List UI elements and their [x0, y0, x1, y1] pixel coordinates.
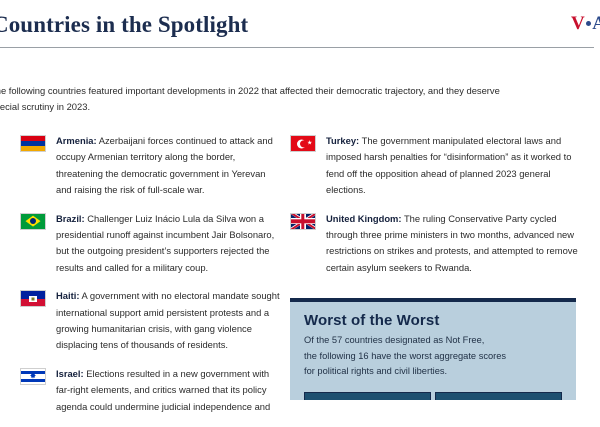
- country-entry-turkey: ★ Turkey: The government manipulated ele…: [288, 133, 588, 199]
- country-entry-armenia: Armenia: Azerbaijani forces continued to…: [18, 133, 280, 199]
- worst-of-the-worst-panel: Worst of the Worst Of the 57 countries d…: [290, 298, 576, 400]
- voa-logo-a: A: [592, 13, 600, 34]
- panel-subtitle-line-3: for political rights and civil liberties…: [304, 366, 448, 376]
- country-description: Challenger Luiz Inácio Lula da Silva won…: [56, 212, 275, 273]
- turkey-flag-icon: ★: [290, 135, 316, 152]
- country-entry-brazil: Brazil: Challenger Luiz Inácio Lula da S…: [18, 211, 280, 277]
- left-column: Armenia: Azerbaijani forces continued to…: [18, 133, 280, 427]
- country-name: Israel:: [56, 367, 84, 379]
- united-kingdom-flag-icon: [290, 212, 316, 230]
- country-entry-united-kingdom: United Kingdom: The ruling Conservative …: [288, 211, 588, 277]
- panel-subtitle-line-2: the following 16 have the worst aggregat…: [304, 350, 507, 361]
- country-entry-text: United Kingdom: The ruling Conservative …: [326, 211, 588, 277]
- israel-flag-icon: ✸: [20, 367, 46, 385]
- voa-logo-v: V: [571, 13, 585, 34]
- country-box-right[interactable]: [435, 392, 562, 400]
- country-name: Brazil:: [56, 212, 85, 224]
- country-entry-text: Haiti: A government with no electoral ma…: [56, 288, 280, 354]
- panel-subtitle-line-1: Of the 57 countries designated as Not Fr…: [304, 335, 485, 345]
- country-description: The government manipulated electoral law…: [326, 135, 572, 196]
- country-entry-haiti: Haiti: A government with no electoral ma…: [18, 288, 280, 354]
- armenia-flag-icon: [20, 135, 46, 152]
- page-header: Countries in the Spotlight V A: [0, 0, 600, 48]
- country-entry-text: Turkey: The government manipulated elect…: [326, 133, 588, 199]
- voa-logo-dot-icon: [585, 21, 591, 26]
- country-description: Elections resulted in a new government w…: [56, 367, 271, 412]
- haiti-flag-icon: [20, 290, 46, 308]
- panel-top-bar: [290, 298, 576, 302]
- voa-logo: V A: [571, 14, 600, 33]
- brazil-flag-icon: [20, 212, 46, 230]
- country-description: Azerbaijani forces continued to attack a…: [56, 135, 273, 196]
- header-divider: [0, 47, 594, 48]
- right-column: ★ Turkey: The government manipulated ele…: [288, 133, 588, 288]
- country-entry-text: Israel: Elections resulted in a new gove…: [56, 366, 280, 415]
- page-title: Countries in the Spotlight: [0, 12, 249, 37]
- panel-title: Worst of the Worst: [304, 312, 440, 329]
- country-box-left[interactable]: [304, 392, 431, 400]
- country-description: A government with no electoral mandate s…: [56, 290, 280, 351]
- country-entry-text: Brazil: Challenger Luiz Inácio Lula da S…: [56, 211, 280, 277]
- country-name: Armenia:: [56, 135, 97, 146]
- country-name: Turkey:: [326, 135, 360, 146]
- panel-content: Worst of the Worst Of the 57 countries d…: [304, 312, 564, 380]
- country-entry-text: Armenia: Azerbaijani forces continued to…: [56, 133, 280, 199]
- country-description: The ruling Conservative Party cycled thr…: [326, 212, 578, 273]
- country-name: Haiti:: [56, 290, 80, 302]
- panel-country-boxes: [304, 392, 562, 400]
- intro-paragraph: The following countries featured importa…: [0, 85, 500, 112]
- country-entry-israel: ✸ Israel: Elections resulted in a new go…: [18, 366, 280, 415]
- country-name: United Kingdom:: [326, 212, 402, 224]
